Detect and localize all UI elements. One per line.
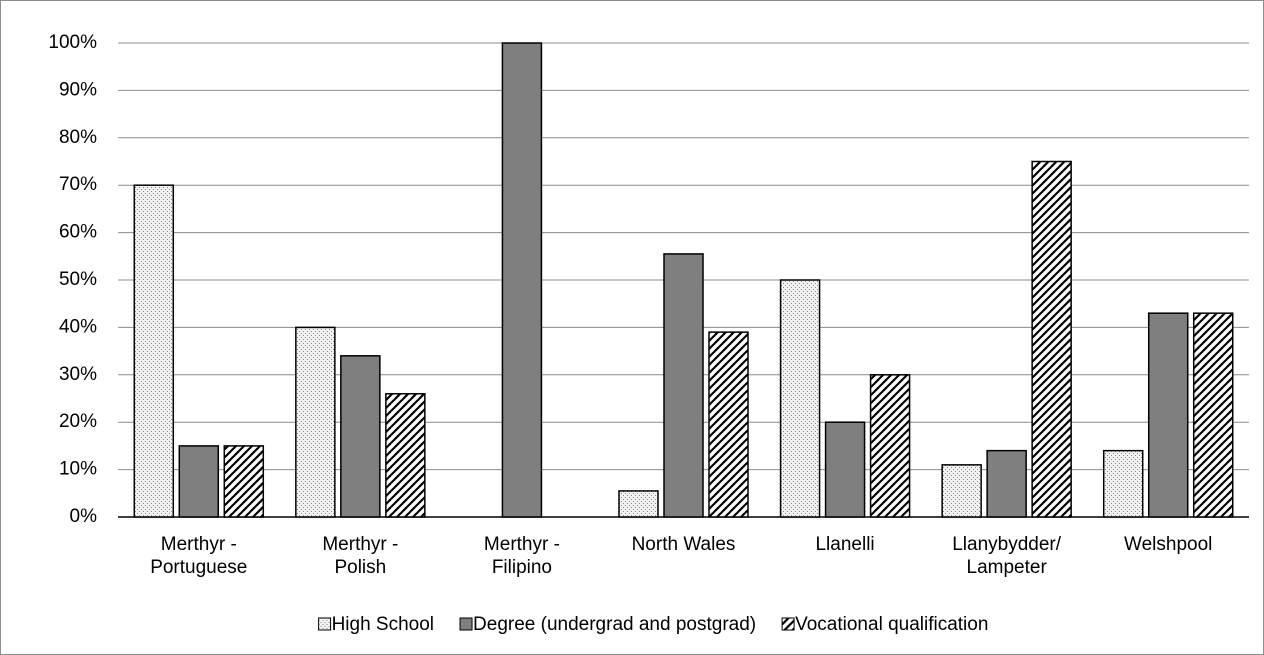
- bar: [501, 42, 543, 518]
- x-tick-label: Llanybydder/ Lampeter: [952, 534, 1062, 578]
- x-tick-label: Merthyr - Filipino: [483, 534, 560, 578]
- bar: [133, 184, 175, 518]
- legend-swatch: [318, 617, 332, 631]
- y-tick-label: 20%: [59, 411, 97, 432]
- x-tick-label: Merthyr - Portuguese: [150, 534, 248, 578]
- legend-label: Vocational qualification: [795, 614, 988, 635]
- bar: [223, 445, 265, 518]
- y-tick-label: 60%: [59, 222, 97, 243]
- bar: [824, 421, 866, 518]
- bar: [385, 393, 426, 518]
- bar: [1147, 312, 1189, 518]
- y-tick-label: 90%: [59, 79, 97, 100]
- bar: [340, 355, 381, 518]
- legend-swatch: [459, 617, 473, 631]
- legend-item: Vocational qualification: [781, 614, 988, 635]
- y-tick-label: 100%: [48, 32, 97, 53]
- legend-item: High School: [318, 614, 434, 635]
- y-tick-label: 50%: [59, 269, 97, 290]
- legend: High School Degree (undergrad and postgra…: [318, 614, 988, 635]
- legend-label: High School: [332, 614, 434, 635]
- y-tick-label: 10%: [59, 459, 97, 480]
- legend-label: Degree (undergrad and postgrad): [473, 614, 756, 635]
- bar: [708, 331, 749, 518]
- bar: [941, 464, 982, 518]
- bar: [178, 445, 220, 518]
- y-tick-label: 0%: [70, 506, 98, 527]
- x-tick-label: Llanelli: [815, 534, 875, 555]
- bar: [663, 253, 704, 518]
- bar: [869, 374, 911, 518]
- y-tick-label: 30%: [59, 364, 97, 385]
- x-tick-label: Merthyr - Polish: [322, 534, 399, 578]
- bar: [1192, 312, 1234, 518]
- x-tick-label: North Wales: [631, 534, 736, 555]
- bar: [986, 449, 1027, 518]
- x-tick-label: Welshpool: [1124, 534, 1213, 555]
- legend-swatch: [781, 617, 795, 631]
- bar: [1102, 449, 1144, 518]
- bar: [779, 279, 821, 518]
- bar: [295, 326, 336, 518]
- y-tick-label: 70%: [59, 174, 97, 195]
- bar: [1031, 160, 1072, 518]
- legend-item: Degree (undergrad and postgrad): [459, 614, 756, 635]
- y-tick-label: 40%: [59, 316, 97, 337]
- bar: [618, 490, 659, 518]
- y-tick-label: 80%: [59, 127, 97, 148]
